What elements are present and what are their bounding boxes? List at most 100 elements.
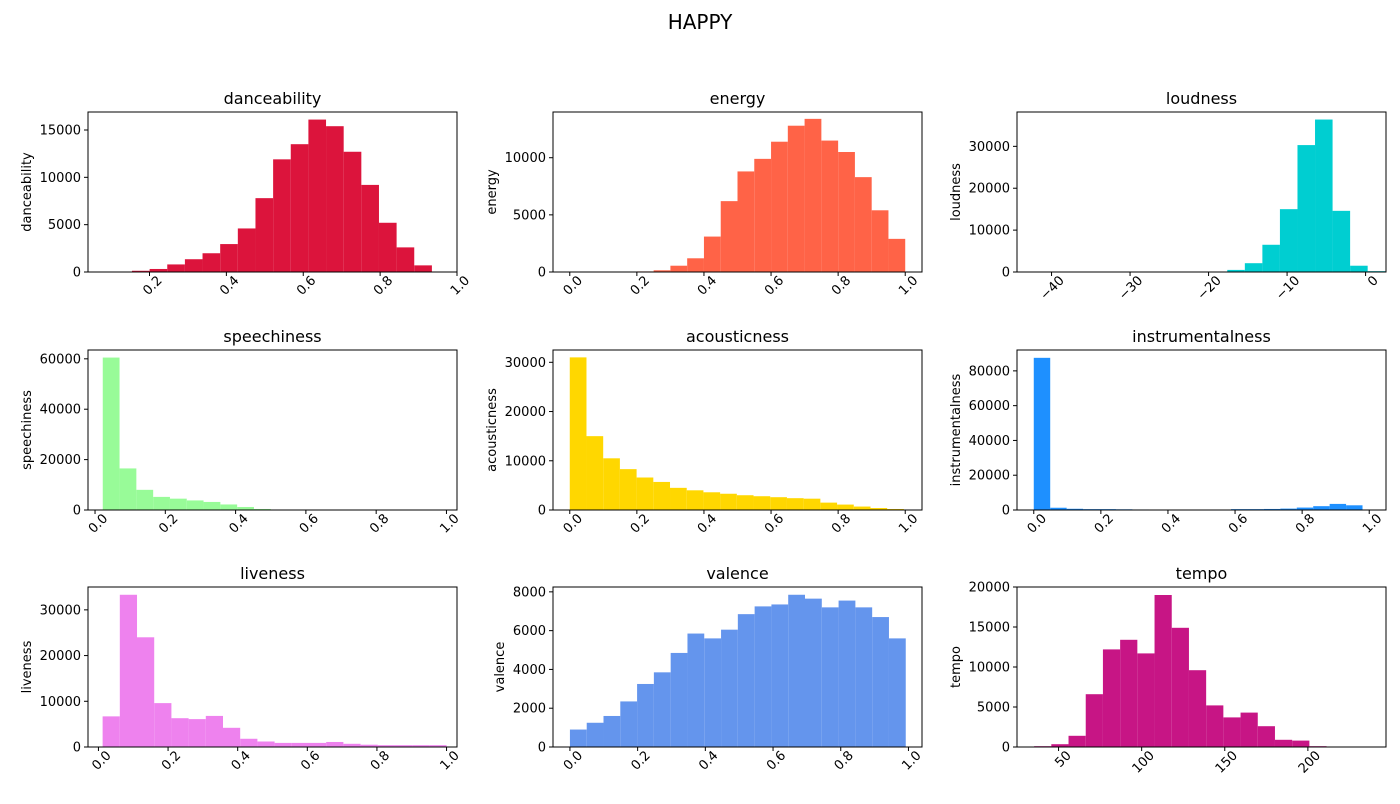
x-tick-label: 200 [1296, 748, 1324, 776]
x-tick-label: 1.0 [896, 511, 921, 536]
x-tick-label: 0.8 [367, 511, 392, 536]
x-tick-label: 0.2 [156, 511, 181, 536]
x-tick-label: 0.4 [217, 273, 242, 298]
subplot-title: valence [706, 564, 768, 583]
histogram-bar [204, 502, 221, 510]
histogram-bar [189, 719, 206, 747]
histogram-bar [872, 210, 889, 272]
histogram-bar [738, 614, 755, 747]
x-tick-label: 0.8 [832, 748, 857, 773]
y-tick-label: 20000 [505, 405, 546, 420]
x-tick-label: −10 [1273, 273, 1303, 303]
x-tick-label: 150 [1213, 748, 1241, 776]
histogram-bar [1330, 504, 1346, 510]
y-axis-label: speechiness [20, 390, 35, 470]
histogram-bar [805, 599, 822, 747]
histogram-bar [171, 718, 188, 747]
histogram-bar [770, 497, 787, 510]
y-axis-label: loudness [949, 163, 964, 221]
histogram-bar [603, 458, 620, 510]
y-tick-label: 10000 [505, 454, 546, 469]
histogram-bar [821, 141, 838, 272]
y-tick-label: 20000 [40, 453, 81, 468]
x-tick-label: 0.6 [297, 511, 322, 536]
x-tick-label: 0.2 [140, 273, 165, 298]
x-tick-label: 0.4 [695, 273, 720, 298]
histogram-bar [1155, 595, 1172, 747]
histogram-bar [154, 703, 171, 747]
histogram-bar [654, 672, 671, 747]
histogram-bar [120, 468, 137, 510]
histogram-bar [292, 743, 309, 747]
x-tick-label: 0 [1365, 273, 1381, 289]
histogram-bar [855, 177, 872, 272]
y-tick-label: 60000 [40, 352, 81, 367]
x-tick-label: 0.4 [1159, 511, 1184, 536]
x-tick-label: 1.0 [437, 511, 462, 536]
histogram-bar [220, 244, 238, 272]
histogram-bar [704, 237, 721, 272]
y-tick-label: 6000 [513, 624, 546, 639]
histogram-bar [687, 490, 704, 510]
histogram-bar [804, 499, 821, 510]
histogram-bar [637, 478, 654, 510]
histogram-bar [805, 119, 822, 272]
y-tick-label: 0 [1002, 741, 1010, 756]
y-tick-label: 5000 [513, 208, 546, 223]
x-tick-label: 0.8 [829, 273, 854, 298]
y-tick-label: 40000 [969, 434, 1010, 449]
y-tick-label: 30000 [40, 603, 81, 618]
x-tick-label: 0.0 [561, 511, 586, 536]
histogram-bar [1120, 640, 1137, 747]
histogram-bar [820, 503, 837, 510]
y-tick-label: 0 [538, 504, 546, 519]
histogram-bar [203, 253, 221, 272]
histogram-bar [1245, 263, 1263, 272]
y-axis-label: energy [485, 169, 500, 215]
histogram-bar [754, 496, 771, 510]
histogram-bar [185, 259, 203, 272]
histogram-bar [787, 498, 804, 510]
x-tick-label: 0.2 [629, 748, 654, 773]
x-tick-label: 0.8 [371, 273, 396, 298]
y-tick-label: 40000 [40, 403, 81, 418]
y-tick-label: 0 [73, 504, 81, 519]
x-tick-label: 0.2 [1092, 511, 1117, 536]
histogram-bar [1313, 506, 1329, 510]
histogram-bar [837, 505, 854, 510]
y-tick-label: 20000 [40, 649, 81, 664]
y-tick-label: 10000 [40, 695, 81, 710]
histogram-bar [653, 482, 670, 510]
x-tick-label: 0.4 [696, 748, 721, 773]
histogram-bar [361, 185, 379, 272]
x-tick-label: 0.6 [1226, 511, 1251, 536]
histogram-bar [137, 637, 154, 747]
subplot-title: speechiness [223, 327, 321, 346]
histogram-bar [308, 120, 326, 272]
x-tick-label: −40 [1038, 273, 1068, 303]
histogram-bar [1069, 736, 1086, 747]
histogram-bar [103, 358, 120, 510]
histogram-bar [704, 638, 721, 747]
x-tick-label: 0.0 [561, 748, 586, 773]
histogram-bar [788, 595, 805, 747]
histogram-bar [1189, 670, 1206, 747]
histogram-bar [720, 494, 737, 510]
x-tick-label: 0.6 [762, 511, 787, 536]
histogram-bar [206, 716, 223, 747]
histogram-bar [223, 728, 240, 747]
histogram-bar [309, 743, 326, 747]
x-tick-label: 1.0 [437, 748, 462, 773]
histogram-bar [167, 264, 185, 272]
subplot-title: tempo [1176, 564, 1228, 583]
y-tick-label: 5000 [977, 701, 1010, 716]
histogram-bar [238, 228, 256, 272]
histogram-bar [854, 507, 871, 510]
histogram-bar [822, 607, 839, 747]
y-tick-label: 5000 [48, 218, 81, 233]
y-tick-label: 0 [73, 741, 81, 756]
y-tick-label: 8000 [513, 585, 546, 600]
x-tick-label: 1.0 [448, 273, 473, 298]
